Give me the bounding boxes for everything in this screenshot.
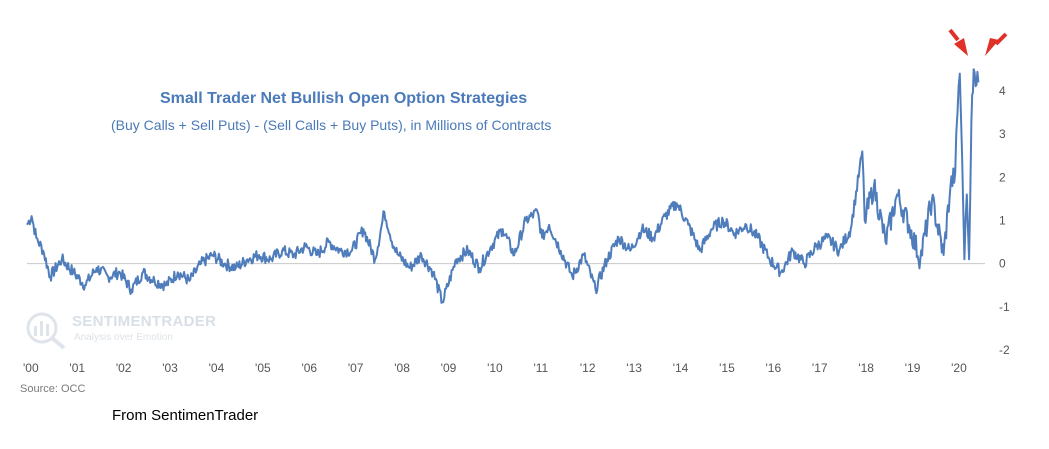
x-tick-label: '17 <box>812 361 828 375</box>
x-tick-label: '15 <box>719 361 735 375</box>
y-tick-label: 0 <box>999 257 1006 271</box>
x-tick-label: '20 <box>951 361 967 375</box>
x-tick-label: '08 <box>394 361 410 375</box>
x-tick-label: '14 <box>673 361 689 375</box>
arrow-head <box>954 38 968 56</box>
y-tick-label: 2 <box>999 170 1006 184</box>
series-line <box>26 68 980 304</box>
x-tick-label: '00 <box>23 361 39 375</box>
chart-title: Small Trader Net Bullish Open Option Str… <box>160 90 528 107</box>
chart-subtitle: (Buy Calls + Sell Puts) - (Sell Calls + … <box>111 117 552 133</box>
arrow-shaft <box>948 28 960 42</box>
x-tick-label: '10 <box>487 361 503 375</box>
y-tick-label: 1 <box>999 213 1006 227</box>
x-tick-label: '11 <box>533 361 548 375</box>
x-axis: '00 '01 '02 '03 '04 '05 '06 '07 '08 '09 '10 '11 '12 '… <box>23 361 967 375</box>
arrow-shaft <box>994 32 1008 46</box>
source-note: Source: OCC <box>20 383 86 395</box>
x-tick-label: '04 <box>209 361 225 375</box>
x-tick-label: '06 <box>301 361 317 375</box>
x-tick-label: '01 <box>69 361 85 375</box>
watermark-logo: SENTIMENTRADER Analysis over Emotion <box>24 310 224 350</box>
x-tick-label: '18 <box>858 361 874 375</box>
x-tick-label: '13 <box>626 361 642 375</box>
x-tick-label: '09 <box>441 361 457 375</box>
y-tick-label: -1 <box>999 300 1010 314</box>
magnifier-chart-icon <box>26 312 66 350</box>
y-tick-label: 4 <box>999 84 1006 98</box>
annotation-arrows <box>948 28 1008 56</box>
x-tick-label: '03 <box>162 361 178 375</box>
x-tick-label: '02 <box>116 361 132 375</box>
arrow-head <box>985 38 999 56</box>
y-axis: 4 3 2 1 0 -1 -2 <box>999 84 1010 357</box>
watermark-tagline: Analysis over Emotion <box>74 332 173 343</box>
x-tick-label: '07 <box>348 361 364 375</box>
y-tick-label: -2 <box>999 343 1010 357</box>
x-tick-label: '05 <box>255 361 271 375</box>
watermark-name: SENTIMENTRADER <box>72 313 217 330</box>
credit-note: From SentimenTrader <box>112 407 259 424</box>
x-tick-label: '12 <box>580 361 596 375</box>
x-tick-label: '16 <box>766 361 782 375</box>
y-tick-label: 3 <box>999 127 1006 141</box>
x-tick-label: '19 <box>905 361 921 375</box>
